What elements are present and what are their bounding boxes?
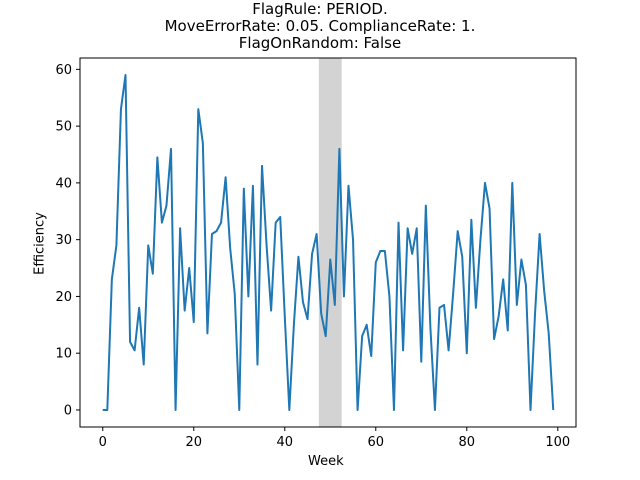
chart-title-line-2: MoveErrorRate: 0.05. ComplianceRate: 1. xyxy=(164,17,476,35)
y-tick-label: 40 xyxy=(55,176,72,191)
chart-title-line-3: FlagOnRandom: False xyxy=(238,34,402,52)
x-tick-label: 60 xyxy=(368,435,385,450)
y-tick-label: 0 xyxy=(64,403,72,418)
y-tick-label: 30 xyxy=(55,233,72,248)
shaded-region-layer xyxy=(318,58,342,427)
x-tick-label: 80 xyxy=(459,435,476,450)
shaded-region xyxy=(318,58,342,427)
y-axis-ticks: 0 10 20 30 40 50 60 xyxy=(55,63,80,418)
plot-frame xyxy=(79,57,577,428)
series-line-layer xyxy=(102,74,555,411)
y-tick-label: 50 xyxy=(55,120,72,135)
x-tick-label: 40 xyxy=(276,435,293,450)
series-line-0 xyxy=(102,74,555,411)
x-axis-ticks: 0 20 40 60 80 100 xyxy=(99,427,570,450)
x-tick-label: 100 xyxy=(545,435,570,450)
y-tick-label: 10 xyxy=(55,347,72,362)
x-axis-label: Week xyxy=(308,454,344,469)
x-tick-label: 20 xyxy=(185,435,202,450)
x-tick-label: 0 xyxy=(99,435,107,450)
y-tick-label: 20 xyxy=(55,290,72,305)
chart-title-line-1: FlagRule: PERIOD. xyxy=(252,0,388,18)
y-axis-label: Efficiency xyxy=(32,212,48,275)
y-tick-label: 60 xyxy=(55,63,72,78)
